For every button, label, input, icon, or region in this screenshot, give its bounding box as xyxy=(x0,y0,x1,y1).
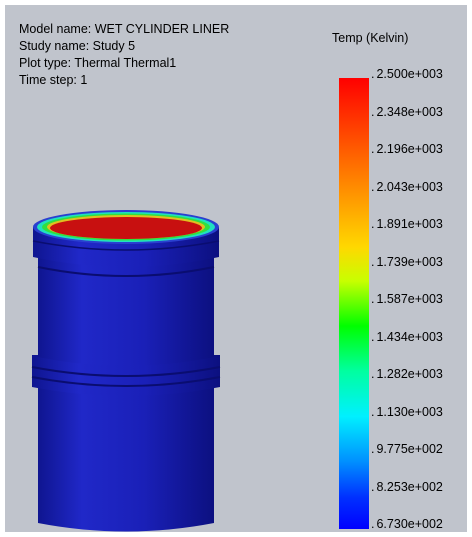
legend-tick: 2.500e+003 xyxy=(371,67,442,81)
model-name-text: Model name: WET CYLINDER LINER xyxy=(19,22,230,36)
legend-tick: 1.282e+003 xyxy=(371,367,442,381)
legend-tick: 2.043e+003 xyxy=(371,180,442,194)
legend-tick: 1.434e+003 xyxy=(371,330,442,344)
cylinder-liner-model[interactable] xyxy=(5,5,467,532)
legend-tick: 2.348e+003 xyxy=(371,105,442,119)
plot-viewport[interactable]: Model name: WET CYLINDER LINER Study nam… xyxy=(5,5,467,532)
plot-type-text: Plot type: Thermal Thermal1 xyxy=(19,56,177,70)
legend-tick: 9.775e+002 xyxy=(371,442,442,456)
upper-groove xyxy=(37,266,215,277)
lower-collar-groove xyxy=(31,366,221,377)
legend-tick: 1.891e+003 xyxy=(371,217,442,231)
legend-tick: 1.739e+003 xyxy=(371,255,442,269)
legend-title: Temp (Kelvin) xyxy=(332,31,409,45)
legend-tick: 8.253e+002 xyxy=(371,480,442,494)
flange-edge xyxy=(32,240,220,251)
liner-lower-body xyxy=(38,385,214,532)
legend-tick: 6.730e+002 xyxy=(371,517,442,531)
plot-info-block: Model name: WET CYLINDER LINER Study nam… xyxy=(19,21,229,89)
legend-tick: 2.196e+003 xyxy=(371,142,442,156)
lower-collar-groove-2 xyxy=(31,376,221,387)
temperature-colorbar xyxy=(339,78,369,529)
liner-middle-body xyxy=(38,255,214,366)
inner-bore xyxy=(50,217,202,239)
study-name-text: Study name: Study 5 xyxy=(19,39,136,53)
legend-tick: 1.130e+003 xyxy=(371,405,442,419)
legend-tick: 1.587e+003 xyxy=(371,292,442,306)
time-step-text: Time step: 1 xyxy=(19,73,88,87)
